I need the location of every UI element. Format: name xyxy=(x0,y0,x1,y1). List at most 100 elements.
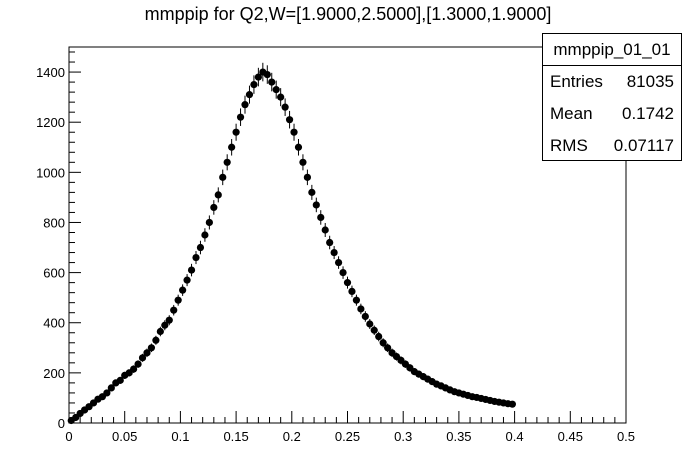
data-point xyxy=(263,65,271,84)
data-point xyxy=(339,266,347,279)
data-point xyxy=(330,246,338,260)
x-tick-label: 0.15 xyxy=(223,429,248,444)
data-point xyxy=(299,154,307,171)
stats-histogram-name: mmppip_01_01 xyxy=(543,34,681,66)
marker xyxy=(294,143,303,151)
marker xyxy=(210,203,218,212)
data-point xyxy=(379,338,387,348)
marker xyxy=(508,400,516,408)
marker xyxy=(299,158,307,166)
marker xyxy=(116,376,124,384)
data-point xyxy=(366,318,374,329)
x-tick-label: 0.35 xyxy=(446,429,471,444)
data-point xyxy=(348,285,356,298)
data-point xyxy=(161,320,169,331)
data-point xyxy=(508,400,516,408)
data-point xyxy=(170,304,178,316)
marker xyxy=(156,327,164,336)
data-point xyxy=(201,228,209,242)
marker xyxy=(308,188,316,196)
data-point xyxy=(232,123,240,141)
data-point xyxy=(210,200,218,215)
marker xyxy=(187,266,196,274)
data-point xyxy=(250,75,258,94)
marker xyxy=(147,344,156,352)
marker xyxy=(384,344,392,352)
marker xyxy=(161,321,169,329)
y-tick-label: 1000 xyxy=(36,165,65,180)
stats-row-rms: RMS 0.07117 xyxy=(543,130,681,162)
data-point xyxy=(223,154,231,171)
marker xyxy=(290,128,298,136)
data-point xyxy=(277,88,285,107)
data-point xyxy=(384,343,392,353)
stats-row-entries: Entries 81035 xyxy=(543,66,681,98)
stats-rms-value: 0.07117 xyxy=(613,136,674,155)
data-point xyxy=(370,325,378,336)
marker xyxy=(334,258,343,267)
data-point xyxy=(130,365,138,373)
data-point xyxy=(147,343,156,353)
marker xyxy=(232,128,240,136)
marker xyxy=(236,113,245,121)
x-tick-label: 0.4 xyxy=(506,429,524,444)
data-point xyxy=(361,311,369,322)
data-point xyxy=(183,274,191,287)
marker xyxy=(170,306,178,314)
data-point xyxy=(254,67,262,87)
marker xyxy=(201,231,209,239)
marker xyxy=(321,226,329,234)
marker xyxy=(326,238,334,247)
data-point xyxy=(334,256,343,269)
y-tick-label: 0 xyxy=(58,416,65,431)
data-point xyxy=(214,187,222,203)
stats-mean-label: Mean xyxy=(550,104,593,123)
data-point xyxy=(312,197,320,213)
stats-entries-label: Entries xyxy=(550,72,603,91)
marker xyxy=(134,360,142,368)
marker xyxy=(205,218,213,227)
stats-entries-value: 81035 xyxy=(626,72,674,91)
marker xyxy=(277,93,285,101)
marker xyxy=(312,201,320,209)
x-tick-label: 0.45 xyxy=(558,429,583,444)
data-point xyxy=(281,98,289,116)
marker xyxy=(179,286,187,294)
marker xyxy=(228,143,236,151)
marker xyxy=(272,86,280,94)
data-point xyxy=(179,284,187,296)
marker xyxy=(103,389,111,397)
data-point xyxy=(103,389,111,397)
marker xyxy=(183,276,191,284)
marker xyxy=(174,296,182,304)
data-point xyxy=(152,335,160,345)
data-points xyxy=(67,62,516,425)
marker xyxy=(357,305,365,313)
data-point xyxy=(308,184,316,200)
marker xyxy=(339,269,347,277)
data-point xyxy=(375,331,383,342)
marker xyxy=(130,365,138,373)
data-point xyxy=(192,251,200,265)
marker xyxy=(165,316,173,324)
data-point xyxy=(326,235,334,250)
stats-rms-label: RMS xyxy=(550,136,588,155)
marker xyxy=(370,326,378,334)
data-point xyxy=(134,360,142,368)
x-tick-label: 0 xyxy=(65,429,72,444)
y-tick-label: 600 xyxy=(43,266,65,281)
data-point xyxy=(174,294,182,306)
marker xyxy=(138,354,147,362)
y-tick-label: 400 xyxy=(43,316,65,331)
marker xyxy=(317,213,325,222)
marker xyxy=(361,312,369,321)
marker xyxy=(192,253,200,262)
marker xyxy=(375,332,383,341)
x-tick-label: 0.25 xyxy=(335,429,360,444)
marker xyxy=(219,173,227,181)
x-tick-label: 0.1 xyxy=(171,429,189,444)
data-point xyxy=(241,95,249,114)
data-point xyxy=(303,169,311,186)
marker xyxy=(107,384,115,392)
